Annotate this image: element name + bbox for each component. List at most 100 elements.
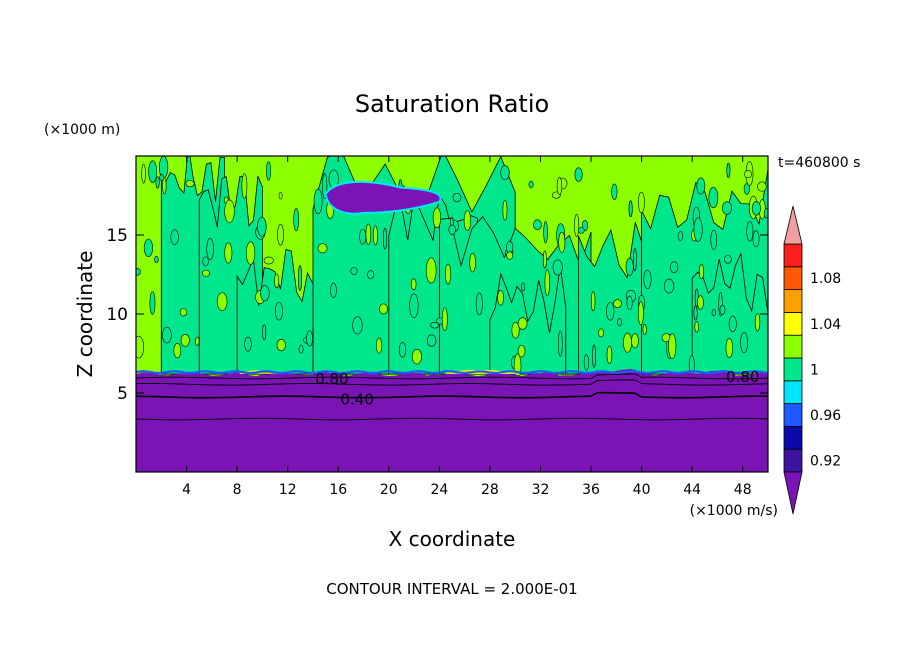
colorbar-swatch xyxy=(783,266,803,290)
speckle xyxy=(583,354,589,371)
speckle xyxy=(606,345,613,364)
speckle xyxy=(206,237,214,261)
speckle xyxy=(469,252,476,273)
speckle xyxy=(517,317,528,330)
speckle xyxy=(743,183,750,195)
y-tick-label: 15 xyxy=(106,226,128,246)
speckle xyxy=(696,295,704,310)
y-unit-label: (×1000 m) xyxy=(44,122,120,138)
speckle xyxy=(746,221,754,242)
speckle xyxy=(710,229,718,250)
speckle xyxy=(544,269,550,296)
speckle xyxy=(475,292,483,316)
speckle xyxy=(578,226,585,234)
contour-line xyxy=(136,373,768,380)
colorbar: 0.92 0.96 1 1.04 1.08 xyxy=(783,205,841,515)
speckle xyxy=(740,332,748,353)
contour-line xyxy=(136,379,768,386)
contour-label: 0.80 xyxy=(315,370,348,388)
speckle xyxy=(626,295,633,310)
speckle xyxy=(317,243,328,254)
speckle xyxy=(698,264,704,280)
speckle xyxy=(185,180,195,188)
speckle xyxy=(725,338,734,358)
speckle xyxy=(379,303,388,315)
speckle xyxy=(426,334,437,347)
colorbar-swatch xyxy=(783,448,803,473)
colorbar-swatch xyxy=(783,425,803,450)
speckle xyxy=(633,248,637,272)
speckle xyxy=(241,173,248,199)
speckle xyxy=(497,290,504,306)
speckle xyxy=(521,282,525,292)
speckle xyxy=(708,186,719,209)
speckle xyxy=(631,333,639,349)
speckle xyxy=(266,161,271,181)
colorbar-swatch xyxy=(783,289,803,313)
speckle xyxy=(728,315,737,332)
speckle xyxy=(245,241,256,265)
contour-line xyxy=(136,391,768,399)
speckle xyxy=(162,326,172,344)
colorbar-tick-label: 1.04 xyxy=(810,317,841,333)
contour-interval-note: CONTOUR INTERVAL = 2.000E-01 xyxy=(326,580,577,598)
speckle xyxy=(625,257,634,276)
speckle xyxy=(432,207,442,229)
speckle xyxy=(274,301,283,321)
time-label: t=460800 s xyxy=(778,155,860,171)
speckle xyxy=(202,269,210,277)
speckle xyxy=(677,231,684,241)
speckle xyxy=(611,183,618,200)
colorbar-swatch xyxy=(783,357,803,382)
speckle xyxy=(194,336,200,346)
speckle xyxy=(262,324,267,341)
speckle xyxy=(313,188,323,215)
speckle xyxy=(502,200,508,221)
speckle xyxy=(669,261,679,273)
speckle xyxy=(179,308,187,317)
speckle xyxy=(350,267,358,275)
x-tick-label: 12 xyxy=(279,482,297,498)
speckle xyxy=(216,292,228,311)
speckle xyxy=(154,256,159,264)
speckle xyxy=(668,333,677,359)
colorbar-swatch xyxy=(783,403,803,427)
transition-edge xyxy=(136,370,768,375)
speckle xyxy=(694,321,699,333)
speckle xyxy=(642,323,647,336)
colorbar-swatch xyxy=(783,311,803,336)
speckle xyxy=(444,263,452,285)
x-axis: 4 8 12 16 20 24 28 32 36 40 44 48 xyxy=(182,156,752,498)
speckle xyxy=(274,273,280,289)
speckle-layer xyxy=(136,156,768,379)
speckle xyxy=(663,278,675,294)
dry-region xyxy=(136,369,768,472)
speckle xyxy=(693,217,703,242)
speckle xyxy=(173,342,182,359)
speckle xyxy=(372,225,378,246)
speckle xyxy=(278,191,283,200)
colorbar-swatch xyxy=(783,334,803,359)
speckle xyxy=(511,322,520,339)
speckle xyxy=(751,201,761,216)
contour-label: 0.40 xyxy=(340,390,373,408)
speckle xyxy=(257,216,267,237)
speckle xyxy=(463,210,472,231)
x-tick-label: 24 xyxy=(430,482,448,498)
speckle xyxy=(558,231,566,253)
speckle xyxy=(693,305,698,321)
speckle xyxy=(638,191,645,214)
colorbar-tick-label: 0.92 xyxy=(810,454,841,470)
speckle xyxy=(500,165,510,181)
speckle xyxy=(724,254,732,264)
speckle xyxy=(517,345,526,358)
x-tick-label: 28 xyxy=(481,482,499,498)
x-tick-label: 20 xyxy=(380,482,398,498)
speckle xyxy=(506,251,514,260)
speckle xyxy=(244,336,252,352)
x-tick-label: 48 xyxy=(734,482,752,498)
colorbar-tick-label: 0.96 xyxy=(810,408,841,424)
speckle xyxy=(298,344,304,354)
speckle xyxy=(606,302,615,321)
